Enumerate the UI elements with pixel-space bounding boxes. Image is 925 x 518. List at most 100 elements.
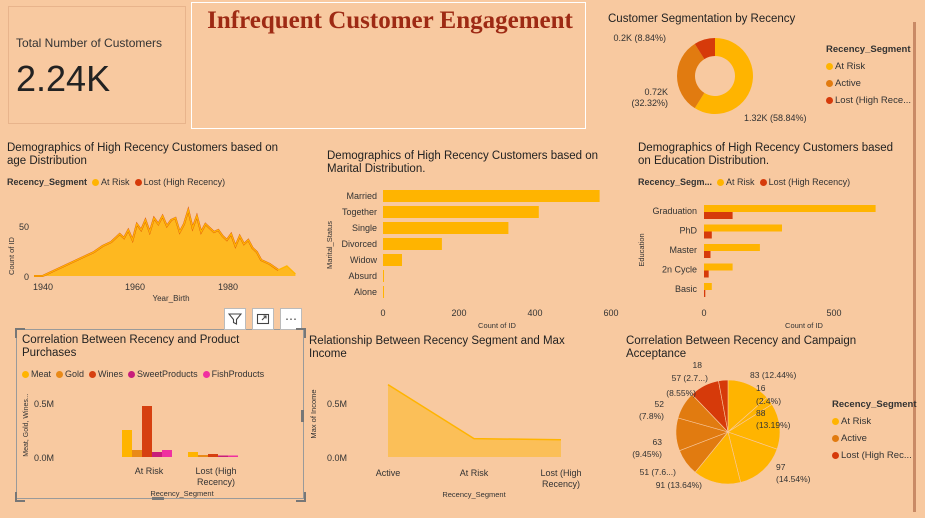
marital-bar [383,254,402,266]
campaign-label: 91 (13.64%) [656,480,702,490]
donut-chart-title: Customer Segmentation by Recency [608,13,796,25]
legend-dot-icon [759,179,767,186]
product-bar [218,455,228,457]
age-xlabel: Year_Birth [152,294,189,303]
income-chart-title: Relationship Between Recency Segment and… [309,335,565,360]
age-chart[interactable]: Count of ID 50 0 1940 1960 1980 Year_Bir… [4,192,304,307]
age-ytick: 0 [24,272,29,282]
more-options-button[interactable]: ⋯ [280,308,302,330]
legend-dot-icon [202,371,210,378]
income-xlabel: Recency_Segment [442,490,506,499]
product-bar [152,452,162,457]
marital-category-label: Alone [354,287,377,297]
education-ylabel: Education [637,233,646,266]
kpi-card[interactable] [8,6,186,124]
education-xtick: 500 [826,308,841,318]
campaign-label: 16 [756,383,766,393]
resize-handle[interactable] [296,492,306,502]
education-bar-lost [704,212,733,219]
product-bar [188,452,198,457]
campaign-chart-title: Correlation Between Recency and Campaign… [626,335,857,360]
education-xtick: 0 [701,308,706,318]
legend-dot-icon [832,452,839,459]
marital-chart[interactable]: Marital_Status Married Together Single Divo… [322,185,622,333]
legend-item-active[interactable]: Active [832,430,916,447]
legend-dot-icon [134,179,142,186]
income-ylabel: Max of Income [309,389,318,438]
income-line [387,384,562,441]
resize-handle[interactable] [296,328,306,338]
products-legend[interactable]: Meat Gold Wines SweetProducts FishProducts [17,369,264,379]
legend-dot-icon [56,371,64,378]
resize-handle[interactable] [152,497,164,500]
education-bar-at-risk [704,263,733,271]
legend-dot-icon [89,371,97,378]
age-xtick: 1940 [33,282,53,292]
education-bar-at-risk [704,283,712,290]
legend-item-at-risk[interactable]: At Risk [826,58,911,75]
legend-item-lost[interactable]: Lost (High Rec... [832,447,916,464]
campaign-label: (14.54%) [776,474,811,484]
education-category-label: PhD [679,226,697,236]
focus-mode-icon[interactable] [252,308,274,330]
education-category-label: Master [669,245,697,255]
resize-handle[interactable] [15,492,25,502]
legend-item-at-risk[interactable]: At Risk [832,413,916,430]
legend-dot-icon [128,371,136,378]
education-xlabel: Count of ID [785,321,824,330]
income-ytick: 0.0M [327,453,347,463]
income-ytick: 0.5M [327,399,347,409]
campaign-label: 52 [655,399,665,409]
campaign-label: 83 (12.44%) [750,370,796,380]
product-bar [122,430,132,457]
legend-dot-icon [826,97,833,104]
kpi-value: 2.24K [16,58,111,99]
legend-dot-icon [826,80,833,87]
filter-icon[interactable] [224,308,246,330]
legend-dot-icon [832,418,839,425]
legend-item-lost[interactable]: Lost (High Rece... [826,92,911,109]
campaign-legend[interactable]: Recency_Segment At Risk Active Lost (Hig… [832,396,916,464]
donut-chart[interactable]: 0.2K (8.84%) 0.72K (32.32%) 1.32K (58.84… [600,28,910,128]
products-chart[interactable]: Meat, Gold, Wines... 0.5M 0.0M At Risk L… [18,385,303,500]
income-chart[interactable]: Max of Income 0.5M 0.0M Active At Risk L… [306,372,606,502]
campaign-label: (2.4%) [756,396,781,406]
campaign-label: 57 (2.7...) [672,373,709,383]
donut-legend-title: Recency_Segment [826,44,911,55]
education-chart[interactable]: Education Graduation PhD Master 2n Cycle Bas… [634,198,909,333]
campaign-pie-chart[interactable]: 18 57 (2.7...) (8.55%)52 (7.8%) 63 (9.45%) 51 … [620,362,830,500]
donut-legend[interactable]: Recency_Segment At Risk Active Lost (Hig… [826,41,911,109]
marital-xtick: 400 [527,308,542,318]
donut-slice [677,43,705,109]
product-bar [132,450,142,457]
marital-bar [383,190,600,202]
marital-ylabel: Marital_Status [325,221,334,269]
kpi-label: Total Number of Customers [16,36,163,50]
age-xtick: 1980 [218,282,238,292]
legend-item-active[interactable]: Active [826,75,911,92]
age-ytick: 50 [19,222,29,232]
age-legend[interactable]: Recency_Segment At Risk Lost (High Recency… [7,177,226,187]
marital-category-label: Absurd [348,271,377,281]
product-bar [162,450,172,457]
age-xtick: 1960 [125,282,145,292]
at-risk-area [34,210,296,276]
marital-bar [383,270,384,282]
page-scrollbar[interactable] [913,22,916,512]
education-legend[interactable]: Recency_Segm... At Risk Lost (High Recency… [638,177,851,187]
donut-label-at-risk: 1.32K (58.84%) [744,113,807,123]
product-bar [208,454,218,457]
products-xtick: Lost (High [195,466,236,476]
income-xtick: Active [376,468,401,478]
donut-slice [694,38,753,114]
donut-label-lost: 0.2K (8.84%) [613,33,666,43]
product-bar [198,455,208,457]
products-chart-title: Correlation Between Recency and Product … [22,334,240,359]
education-bar-at-risk [704,244,760,251]
income-xtick: At Risk [460,468,489,478]
income-area [388,384,561,457]
marital-category-label: Together [342,207,377,217]
resize-handle[interactable] [15,328,25,338]
resize-handle[interactable] [301,410,304,422]
products-xtick: At Risk [135,466,164,476]
